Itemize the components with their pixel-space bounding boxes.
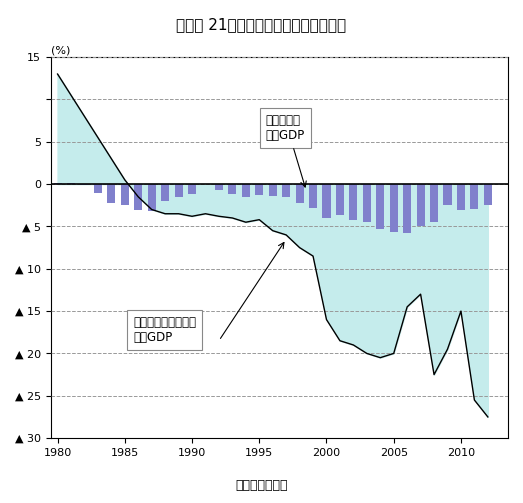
Text: 経常収支／
名目GDP: 経常収支／ 名目GDP <box>266 114 305 142</box>
Bar <box>81 184 88 185</box>
Bar <box>94 184 102 193</box>
Bar <box>309 184 317 208</box>
Bar <box>430 184 438 222</box>
Text: ネットポジション／
名目GDP: ネットポジション／ 名目GDP <box>133 316 196 344</box>
Bar <box>295 184 304 203</box>
Bar <box>416 184 425 225</box>
Bar <box>363 184 371 222</box>
Bar <box>188 184 196 194</box>
Bar <box>67 183 75 184</box>
Bar <box>161 184 169 201</box>
Bar <box>175 184 183 197</box>
Bar <box>336 184 344 215</box>
Bar <box>242 184 250 197</box>
Bar <box>107 184 116 203</box>
Bar <box>134 184 142 210</box>
Text: （資料）商務省: （資料）商務省 <box>235 479 288 492</box>
Bar <box>121 184 129 205</box>
Bar <box>53 183 62 184</box>
Bar <box>390 184 398 232</box>
Bar <box>470 184 479 209</box>
Bar <box>269 184 277 196</box>
Bar <box>323 184 331 218</box>
Bar <box>215 184 223 190</box>
Text: （図表 21）　米国の対外純債務の推移: （図表 21） 米国の対外純債務の推移 <box>176 18 347 33</box>
Bar <box>403 184 411 233</box>
Bar <box>376 184 384 229</box>
Bar <box>255 184 263 195</box>
Bar <box>229 184 236 194</box>
Bar <box>349 184 357 220</box>
Bar <box>444 184 451 205</box>
Bar <box>484 184 492 205</box>
Bar <box>457 184 465 210</box>
Bar <box>282 184 290 197</box>
Text: (%): (%) <box>51 45 70 55</box>
Bar <box>147 184 156 211</box>
